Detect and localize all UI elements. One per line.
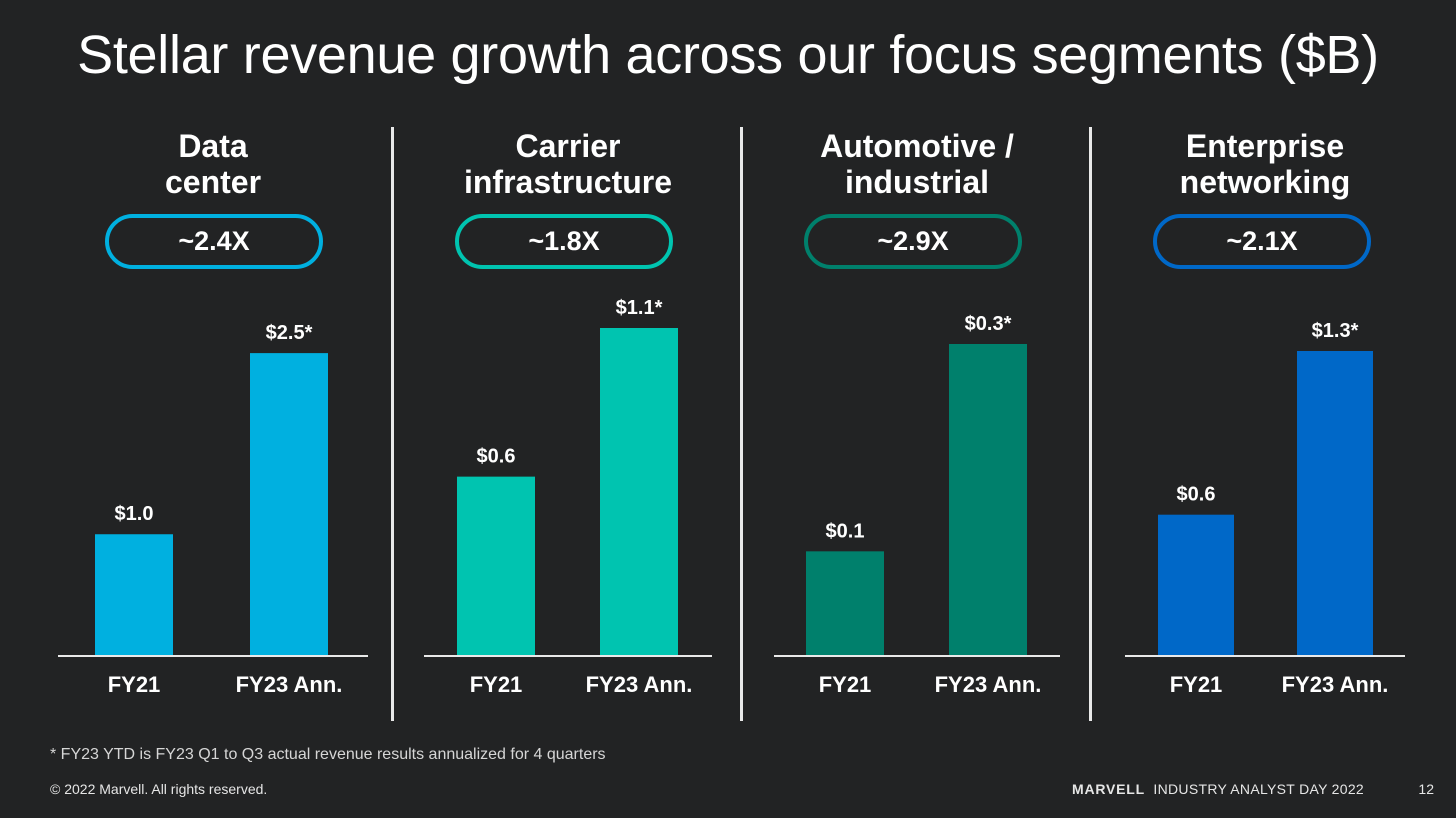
growth-multiplier-badge: ~1.8X [455,214,673,269]
footnote: * FY23 YTD is FY23 Q1 to Q3 actual reven… [50,746,606,763]
panel-automotive-industrial: Automotive / industrial ~2.9X $0.1 FY21 $0… [774,120,1060,720]
bar-chart: $0.1 FY21 $0.3* FY23 Ann. [774,313,1060,697]
growth-multiplier-badge: ~2.4X [105,214,323,269]
panel-divider [391,127,394,721]
category-label: FY23 Ann. [586,672,693,697]
brand-logo-text: MARVELL [1072,781,1146,797]
category-label: FY21 [470,672,523,697]
segment-title: Enterprise networking [1179,128,1351,200]
event-branding: MARVELL INDUSTRY ANALYST DAY 2022 [1072,781,1364,797]
panel-divider [1089,127,1092,721]
event-name: INDUSTRY ANALYST DAY 2022 [1153,781,1365,797]
data-label: $1.3* [1312,320,1359,342]
data-label: $0.3* [965,313,1012,335]
data-label: $0.6 [1177,484,1216,506]
growth-multiplier-badge: ~2.9X [804,214,1022,269]
category-label: FY23 Ann. [1282,672,1389,697]
bar-fy23-ann [949,344,1027,655]
segment-title: Data center [164,128,262,200]
category-label: FY23 Ann. [935,672,1042,697]
segment-title: Automotive / industrial [820,128,1014,200]
bar-fy23-ann [250,353,328,655]
bar-chart: $0.6 FY21 $1.1* FY23 Ann. [424,297,712,697]
page-number: 12 [1418,781,1434,797]
bar-fy21 [806,551,884,655]
data-label: $1.1* [616,297,663,319]
slide-title: Stellar revenue growth across our focus … [77,25,1379,85]
bar-fy23-ann [600,328,678,655]
copyright: © 2022 Marvell. All rights reserved. [50,781,268,797]
panel-data-center: Data center ~2.4X $1.0 FY21 $2.5* FY23 Ann. [58,120,368,720]
data-label: $1.0 [115,503,154,525]
panel-carrier-infrastructure: Carrier infrastructure ~1.8X $0.6 FY21 $1.… [424,120,712,720]
bar-fy21 [457,476,535,655]
bar-fy21 [1158,514,1234,655]
category-label: FY23 Ann. [236,672,343,697]
data-label: $0.6 [477,446,516,468]
category-label: FY21 [108,672,161,697]
bar-fy23-ann [1297,351,1373,655]
bar-fy21 [95,534,173,655]
segment-title: Carrier infrastructure [463,128,673,200]
bar-chart: $1.0 FY21 $2.5* FY23 Ann. [58,322,368,697]
bar-chart: $0.6 FY21 $1.3* FY23 Ann. [1125,320,1405,697]
panel-enterprise-networking: Enterprise networking ~2.1X $0.6 FY21 $1.3… [1125,120,1405,720]
growth-multiplier-badge: ~2.1X [1153,214,1371,269]
category-label: FY21 [1170,672,1223,697]
data-label: $0.1 [826,520,865,542]
panel-divider [740,127,743,721]
category-label: FY21 [819,672,872,697]
data-label: $2.5* [266,322,313,344]
